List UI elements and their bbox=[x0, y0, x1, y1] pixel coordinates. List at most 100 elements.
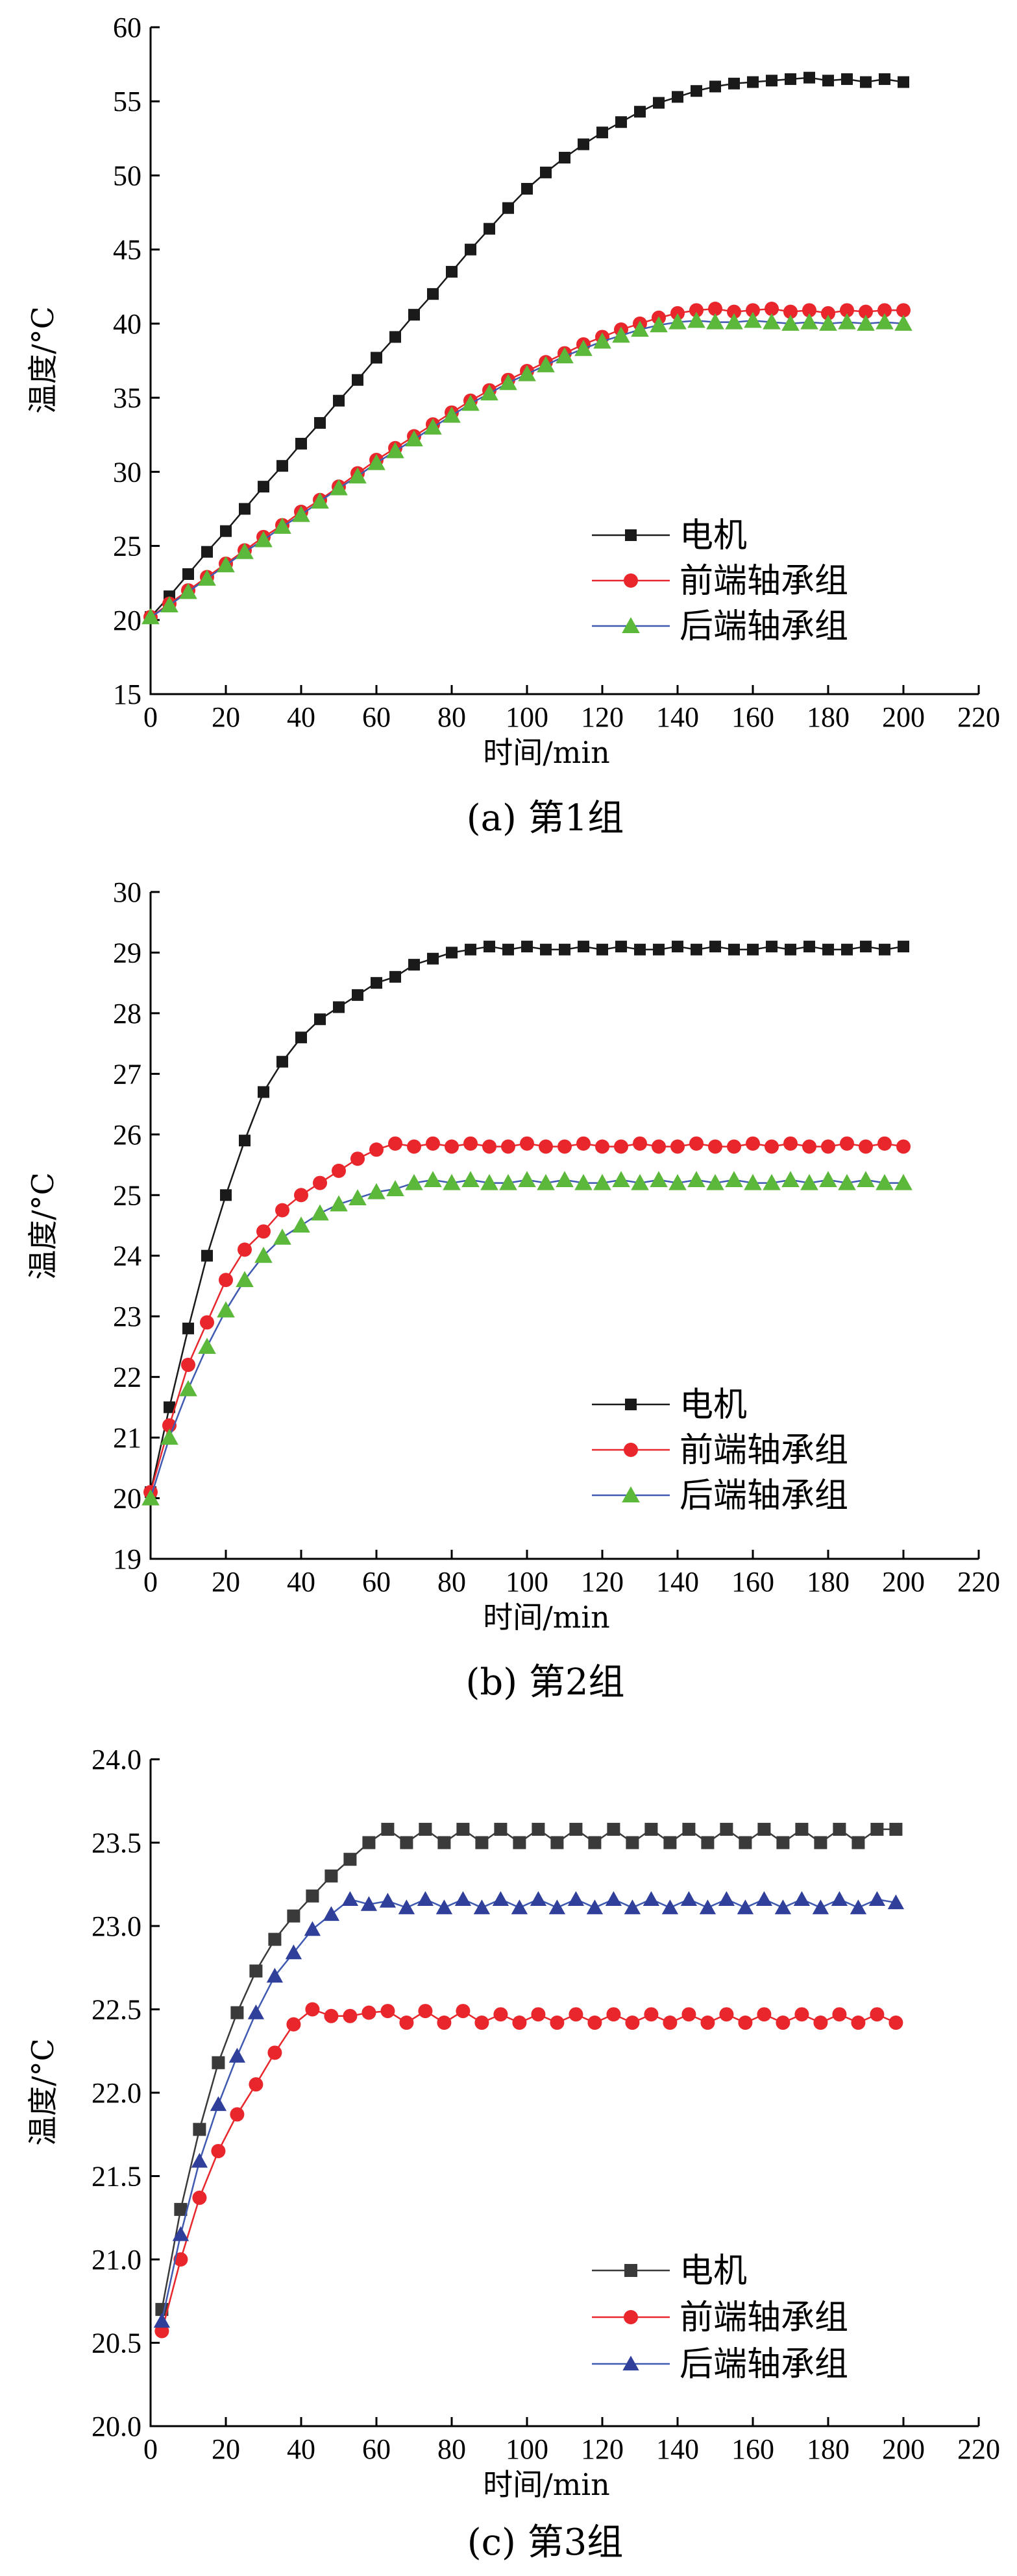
data-point bbox=[851, 2016, 866, 2030]
data-point bbox=[615, 116, 627, 128]
data-point bbox=[247, 2004, 265, 2019]
x-tick-label: 200 bbox=[882, 1566, 925, 1598]
data-point bbox=[700, 2016, 715, 2030]
x-tick-label: 0 bbox=[143, 1566, 158, 1598]
legend-label: 前端轴承组 bbox=[680, 1431, 848, 1470]
data-point bbox=[369, 1142, 384, 1157]
y-tick-label: 30 bbox=[113, 456, 141, 488]
data-point bbox=[822, 75, 834, 87]
data-point bbox=[482, 1139, 496, 1154]
x-tick-label: 80 bbox=[437, 2433, 466, 2465]
data-point bbox=[323, 1906, 340, 1921]
x-tick-label: 40 bbox=[287, 701, 315, 733]
data-point bbox=[304, 1921, 321, 1936]
data-point bbox=[870, 2007, 885, 2022]
data-point bbox=[446, 265, 458, 278]
data-point bbox=[624, 1899, 641, 1914]
data-point bbox=[531, 2007, 546, 2022]
data-point bbox=[727, 304, 741, 319]
data-point bbox=[435, 1899, 453, 1914]
data-point bbox=[473, 1899, 491, 1914]
data-point bbox=[833, 1822, 846, 1836]
x-tick-label: 220 bbox=[957, 2433, 1000, 2465]
data-point bbox=[521, 941, 533, 953]
x-axis-title: 时间/min bbox=[483, 1600, 609, 1635]
legend-marker bbox=[624, 2264, 637, 2277]
data-point bbox=[484, 941, 495, 953]
data-point bbox=[179, 1380, 197, 1397]
data-point bbox=[739, 1836, 752, 1849]
series-motor bbox=[145, 941, 909, 1499]
data-point bbox=[285, 1944, 302, 1960]
data-point bbox=[747, 943, 759, 956]
data-point bbox=[785, 73, 796, 85]
data-point bbox=[405, 1174, 423, 1190]
data-point bbox=[605, 1891, 622, 1906]
data-point bbox=[699, 1899, 717, 1914]
data-point bbox=[275, 1203, 289, 1218]
data-point bbox=[728, 77, 740, 90]
data-point bbox=[160, 1428, 178, 1445]
data-point bbox=[737, 1899, 754, 1914]
y-tick-label: 22 bbox=[113, 1362, 141, 1393]
data-point bbox=[663, 1836, 677, 1849]
x-tick-label: 20 bbox=[212, 2433, 240, 2465]
chart-panel-b: 0 20 40 60 80 100 120 140 160 180 200 220 19 20 21 22 23… bbox=[25, 876, 1000, 1703]
data-point bbox=[400, 1836, 413, 1849]
data-point bbox=[273, 518, 291, 534]
data-point bbox=[362, 1836, 376, 1849]
data-point bbox=[352, 989, 363, 1001]
data-point bbox=[813, 2016, 828, 2030]
data-point bbox=[537, 356, 555, 372]
data-point bbox=[295, 1031, 307, 1044]
data-point bbox=[802, 303, 816, 318]
x-tick-label: 80 bbox=[437, 701, 466, 733]
data-point bbox=[230, 2006, 244, 2019]
data-point bbox=[687, 311, 705, 328]
data-point bbox=[324, 2008, 339, 2023]
data-point bbox=[521, 183, 533, 195]
data-point bbox=[879, 73, 890, 85]
data-point bbox=[417, 1891, 434, 1906]
axes bbox=[149, 892, 979, 1560]
legend-label: 电机 bbox=[680, 2252, 747, 2291]
data-point bbox=[501, 1139, 515, 1154]
legend-label: 前端轴承组 bbox=[680, 2298, 848, 2337]
data-point bbox=[663, 2016, 678, 2030]
data-point bbox=[596, 126, 608, 139]
y-tick-label: 15 bbox=[113, 679, 141, 710]
data-point bbox=[708, 302, 722, 317]
data-point bbox=[831, 1891, 848, 1906]
data-point bbox=[763, 1174, 781, 1190]
data-point bbox=[172, 2226, 190, 2241]
data-point bbox=[860, 941, 872, 953]
legend-label: 电机 bbox=[680, 516, 747, 555]
data-point bbox=[785, 943, 796, 956]
data-point bbox=[141, 1489, 160, 1506]
data-point bbox=[427, 952, 439, 965]
data-point bbox=[443, 1174, 461, 1190]
x-tick-label: 140 bbox=[656, 2433, 699, 2465]
data-point bbox=[217, 556, 235, 573]
data-point bbox=[650, 316, 668, 333]
y-tick-label: 20 bbox=[113, 605, 141, 636]
series-rear-bearing bbox=[141, 1171, 913, 1506]
x-tick-label: 120 bbox=[581, 1566, 624, 1598]
data-point bbox=[463, 1136, 478, 1151]
y-tick-label: 25 bbox=[113, 1179, 141, 1211]
data-point bbox=[569, 1822, 583, 1836]
y-tick-label: 50 bbox=[113, 160, 141, 191]
data-point bbox=[220, 525, 232, 537]
data-point bbox=[680, 1891, 698, 1906]
y-tick-label: 29 bbox=[113, 937, 141, 969]
data-point bbox=[898, 941, 909, 953]
data-point bbox=[550, 2016, 565, 2030]
y-tick-label: 25 bbox=[113, 531, 141, 562]
data-point bbox=[763, 313, 781, 330]
data-point bbox=[313, 1175, 327, 1190]
y-axis-title: 温度/°C bbox=[25, 1172, 60, 1280]
data-point bbox=[367, 1183, 386, 1199]
data-point bbox=[461, 394, 480, 411]
data-point bbox=[860, 76, 872, 88]
